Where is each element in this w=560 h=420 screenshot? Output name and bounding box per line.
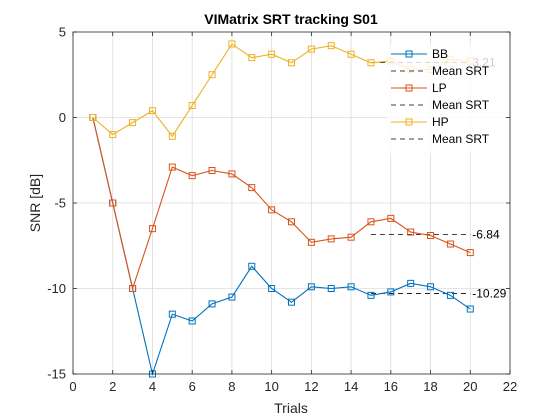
y-tick-label: -15 [47, 367, 66, 382]
legend: BB Mean SRT LP Mean SRT HP Mean SRT [387, 45, 505, 153]
legend-label-mean-hp: Mean SRT [432, 132, 490, 146]
mean-srt-value-bb: -10.29 [472, 286, 506, 300]
data-point-lp [228, 170, 236, 178]
data-point-bb [407, 279, 415, 287]
legend-label-mean-lp: Mean SRT [432, 98, 490, 112]
data-point-lp [427, 231, 435, 239]
data-point-hp [367, 59, 375, 67]
legend-box [387, 45, 505, 153]
data-point-lp [109, 199, 117, 207]
chart-title: VIMatrix SRT tracking S01 [204, 11, 378, 27]
x-tick-label: 16 [384, 379, 398, 394]
y-tick-label: -5 [54, 196, 66, 211]
data-point-lp [327, 235, 335, 243]
data-point-lp [168, 163, 176, 171]
data-point-lp [407, 228, 415, 236]
data-point-bb [427, 283, 435, 291]
y-tick-label: 0 [59, 110, 66, 125]
data-point-bb [466, 305, 474, 313]
x-tick-label: 4 [149, 379, 156, 394]
data-point-bb [228, 293, 236, 301]
data-point-hp [129, 119, 137, 127]
data-point-lp [208, 167, 216, 175]
data-point-bb [248, 262, 256, 270]
data-point-hp [248, 54, 256, 62]
legend-marker-hp [405, 118, 413, 126]
data-point-bb [288, 298, 295, 306]
y-tick-label: -10 [47, 281, 66, 296]
legend-label-mean-bb: Mean SRT [432, 64, 490, 78]
x-tick-label: 10 [264, 379, 278, 394]
data-point-lp [288, 218, 295, 226]
data-point-lp [367, 218, 375, 226]
x-tick-label: 18 [423, 379, 437, 394]
data-point-hp [288, 59, 295, 67]
data-point-lp [466, 249, 474, 257]
data-point-lp [268, 206, 276, 214]
x-tick-label: 12 [304, 379, 318, 394]
x-tick-label: 22 [503, 379, 517, 394]
x-tick-label: 8 [228, 379, 235, 394]
data-point-bb [347, 283, 355, 291]
data-point-hp [347, 50, 355, 58]
data-point-hp [89, 114, 97, 121]
y-axis-label: SNR [dB] [27, 174, 43, 232]
series-lp [89, 114, 474, 292]
data-point-lp [446, 240, 454, 248]
data-point-lp [129, 285, 137, 292]
data-point-hp [168, 132, 176, 140]
data-point-lp [347, 233, 355, 241]
data-point-bb [307, 283, 315, 291]
x-tick-label: 20 [463, 379, 477, 394]
mean-srt-value-lp: -6.84 [472, 227, 500, 241]
legend-marker-bb [405, 50, 413, 58]
data-point-lp [387, 214, 395, 222]
data-point-hp [188, 102, 196, 110]
data-point-lp [248, 184, 256, 192]
data-point-hp [327, 42, 335, 50]
data-point-bb [208, 300, 216, 308]
x-axis-label: Trials [274, 400, 308, 416]
data-point-hp [268, 50, 276, 58]
legend-label-hp: HP [432, 115, 449, 129]
data-point-lp [188, 172, 196, 180]
data-point-hp [148, 107, 156, 115]
data-point-bb [446, 291, 454, 299]
data-point-bb [327, 285, 335, 292]
grid [73, 32, 510, 374]
data-point-hp [307, 45, 315, 53]
legend-label-lp: LP [432, 81, 447, 95]
data-point-lp [307, 238, 315, 246]
data-point-bb [268, 285, 276, 292]
legend-marker-lp [405, 84, 413, 92]
x-tick-label: 2 [109, 379, 116, 394]
data-point-bb [387, 288, 395, 296]
data-point-hp [109, 131, 117, 139]
data-point-bb [188, 317, 196, 325]
data-point-hp [228, 40, 236, 48]
x-tick-label: 6 [189, 379, 196, 394]
data-point-bb [168, 310, 176, 318]
x-tick-label: 14 [344, 379, 358, 394]
y-tick-label: 5 [59, 25, 66, 40]
data-point-bb [367, 291, 375, 299]
data-point-hp [208, 71, 216, 79]
legend-label-bb: BB [432, 47, 448, 61]
ticks: 0 2 4 6 8 10 12 14 16 18 20 22 5 0 -5 -10 -15 [47, 25, 517, 395]
x-tick-label: 0 [69, 379, 76, 394]
data-point-lp [148, 225, 156, 233]
